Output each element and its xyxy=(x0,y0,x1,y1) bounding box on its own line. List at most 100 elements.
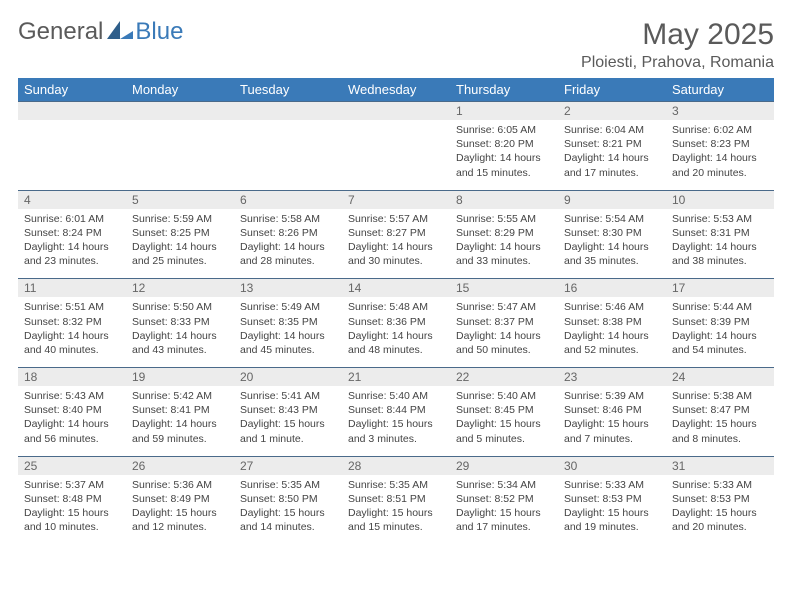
sunset-text: Sunset: 8:35 PM xyxy=(240,315,336,329)
sunrise-text: Sunrise: 6:05 AM xyxy=(456,123,552,137)
daylight-text: Daylight: 14 hours and 56 minutes. xyxy=(24,417,120,445)
sunset-text: Sunset: 8:50 PM xyxy=(240,492,336,506)
sunrise-text: Sunrise: 5:53 AM xyxy=(672,212,768,226)
title-block: May 2025 Ploiesti, Prahova, Romania xyxy=(581,18,774,72)
sunset-text: Sunset: 8:23 PM xyxy=(672,137,768,151)
logo-text-blue: Blue xyxy=(135,18,183,46)
sunset-text: Sunset: 8:33 PM xyxy=(132,315,228,329)
daylight-text: Daylight: 14 hours and 20 minutes. xyxy=(672,151,768,179)
day-detail-row: Sunrise: 5:43 AMSunset: 8:40 PMDaylight:… xyxy=(18,386,774,456)
day-detail-cell: Sunrise: 5:58 AMSunset: 8:26 PMDaylight:… xyxy=(234,209,342,279)
day-detail-row: Sunrise: 6:05 AMSunset: 8:20 PM Daylight:… xyxy=(18,120,774,190)
day-detail-cell: Sunrise: 5:44 AMSunset: 8:39 PMDaylight:… xyxy=(666,297,774,367)
day-number-cell: 1 xyxy=(450,102,558,121)
sunset-text: Sunset: 8:46 PM xyxy=(564,403,660,417)
daylight-text: Daylight: 14 hours and 28 minutes. xyxy=(240,240,336,268)
day-detail-cell: Sunrise: 5:41 AMSunset: 8:43 PMDaylight:… xyxy=(234,386,342,456)
daylight-text: Daylight: 15 hours and 14 minutes. xyxy=(240,506,336,534)
daylight-text: Daylight: 15 hours and 7 minutes. xyxy=(564,417,660,445)
sunrise-text: Sunrise: 6:02 AM xyxy=(672,123,768,137)
sunrise-text: Sunrise: 5:33 AM xyxy=(672,478,768,492)
day-number-cell: 19 xyxy=(126,368,234,387)
day-number-cell: 18 xyxy=(18,368,126,387)
sunrise-text: Sunrise: 5:51 AM xyxy=(24,300,120,314)
day-detail-cell: Sunrise: 5:35 AMSunset: 8:50 PMDaylight:… xyxy=(234,475,342,545)
day-number-cell: 31 xyxy=(666,456,774,475)
daylight-text: Daylight: 15 hours and 10 minutes. xyxy=(24,506,120,534)
day-number-cell: 3 xyxy=(666,102,774,121)
brand-logo: General Blue xyxy=(18,18,183,46)
day-number-cell: 15 xyxy=(450,279,558,298)
sunset-text: Sunset: 8:44 PM xyxy=(348,403,444,417)
day-detail-cell xyxy=(342,120,450,190)
weekday-header: Tuesday xyxy=(234,78,342,102)
day-number-cell: 27 xyxy=(234,456,342,475)
sunrise-text: Sunrise: 5:42 AM xyxy=(132,389,228,403)
daylight-text: Daylight: 14 hours and 52 minutes. xyxy=(564,329,660,357)
sunset-text: Sunset: 8:20 PM xyxy=(456,137,552,151)
sunrise-text: Sunrise: 5:50 AM xyxy=(132,300,228,314)
sunrise-text: Sunrise: 5:39 AM xyxy=(564,389,660,403)
sunrise-text: Sunrise: 5:37 AM xyxy=(24,478,120,492)
daylight-text: Daylight: 15 hours and 19 minutes. xyxy=(564,506,660,534)
day-detail-cell: Sunrise: 5:40 AMSunset: 8:45 PMDaylight:… xyxy=(450,386,558,456)
calendar-body: 123 Sunrise: 6:05 AMSunset: 8:20 PMDayli… xyxy=(18,102,774,545)
sunset-text: Sunset: 8:38 PM xyxy=(564,315,660,329)
sunrise-text: Sunrise: 5:46 AM xyxy=(564,300,660,314)
daylight-text: Daylight: 14 hours and 43 minutes. xyxy=(132,329,228,357)
daylight-text: Daylight: 14 hours and 40 minutes. xyxy=(24,329,120,357)
sunrise-text: Sunrise: 5:49 AM xyxy=(240,300,336,314)
day-number-cell: 24 xyxy=(666,368,774,387)
sunset-text: Sunset: 8:48 PM xyxy=(24,492,120,506)
sunset-text: Sunset: 8:51 PM xyxy=(348,492,444,506)
day-number-cell: 20 xyxy=(234,368,342,387)
day-number-row: 25262728293031 xyxy=(18,456,774,475)
sunrise-text: Sunrise: 5:44 AM xyxy=(672,300,768,314)
sunrise-text: Sunrise: 5:36 AM xyxy=(132,478,228,492)
day-detail-row: Sunrise: 5:51 AMSunset: 8:32 PMDaylight:… xyxy=(18,297,774,367)
day-detail-cell: Sunrise: 6:01 AMSunset: 8:24 PMDaylight:… xyxy=(18,209,126,279)
sunrise-text: Sunrise: 5:40 AM xyxy=(348,389,444,403)
day-number-cell: 23 xyxy=(558,368,666,387)
daylight-text: Daylight: 15 hours and 17 minutes. xyxy=(456,506,552,534)
sunset-text: Sunset: 8:40 PM xyxy=(24,403,120,417)
header: General Blue May 2025 Ploiesti, Prahova,… xyxy=(18,18,774,72)
sunrise-text: Sunrise: 6:01 AM xyxy=(24,212,120,226)
day-number-cell: 21 xyxy=(342,368,450,387)
sunrise-text: Sunrise: 5:57 AM xyxy=(348,212,444,226)
day-number-cell xyxy=(234,102,342,121)
sunset-text: Sunset: 8:49 PM xyxy=(132,492,228,506)
day-number-cell: 12 xyxy=(126,279,234,298)
weekday-header: Wednesday xyxy=(342,78,450,102)
sunset-text: Sunset: 8:45 PM xyxy=(456,403,552,417)
sunset-text: Sunset: 8:39 PM xyxy=(672,315,768,329)
sunrise-text: Sunrise: 5:38 AM xyxy=(672,389,768,403)
day-number-cell: 29 xyxy=(450,456,558,475)
sunrise-text: Sunrise: 5:58 AM xyxy=(240,212,336,226)
weekday-header-row: Sunday Monday Tuesday Wednesday Thursday… xyxy=(18,78,774,102)
day-number-cell: 4 xyxy=(18,190,126,209)
daylight-text: Daylight: 14 hours and 30 minutes. xyxy=(348,240,444,268)
sunset-text: Sunset: 8:52 PM xyxy=(456,492,552,506)
day-number-row: 45678910 xyxy=(18,190,774,209)
calendar-table: Sunday Monday Tuesday Wednesday Thursday… xyxy=(18,78,774,544)
sunrise-text: Sunrise: 5:35 AM xyxy=(240,478,336,492)
day-number-row: 123 xyxy=(18,102,774,121)
day-detail-cell: Sunrise: 5:53 AMSunset: 8:31 PMDaylight:… xyxy=(666,209,774,279)
day-number-row: 18192021222324 xyxy=(18,368,774,387)
sunset-text: Sunset: 8:31 PM xyxy=(672,226,768,240)
weekday-header: Sunday xyxy=(18,78,126,102)
day-detail-cell: Sunrise: 5:38 AMSunset: 8:47 PMDaylight:… xyxy=(666,386,774,456)
day-number-cell: 30 xyxy=(558,456,666,475)
day-number-cell: 17 xyxy=(666,279,774,298)
location-subtitle: Ploiesti, Prahova, Romania xyxy=(581,54,774,72)
daylight-text: Daylight: 14 hours and 35 minutes. xyxy=(564,240,660,268)
day-number-cell: 16 xyxy=(558,279,666,298)
sunset-text: Sunset: 8:41 PM xyxy=(132,403,228,417)
daylight-text: Daylight: 15 hours and 8 minutes. xyxy=(672,417,768,445)
day-detail-cell xyxy=(126,120,234,190)
sunset-text: Sunset: 8:21 PM xyxy=(564,137,660,151)
day-number-cell: 10 xyxy=(666,190,774,209)
sunrise-text: Sunrise: 5:41 AM xyxy=(240,389,336,403)
day-detail-cell: Sunrise: 5:49 AMSunset: 8:35 PMDaylight:… xyxy=(234,297,342,367)
